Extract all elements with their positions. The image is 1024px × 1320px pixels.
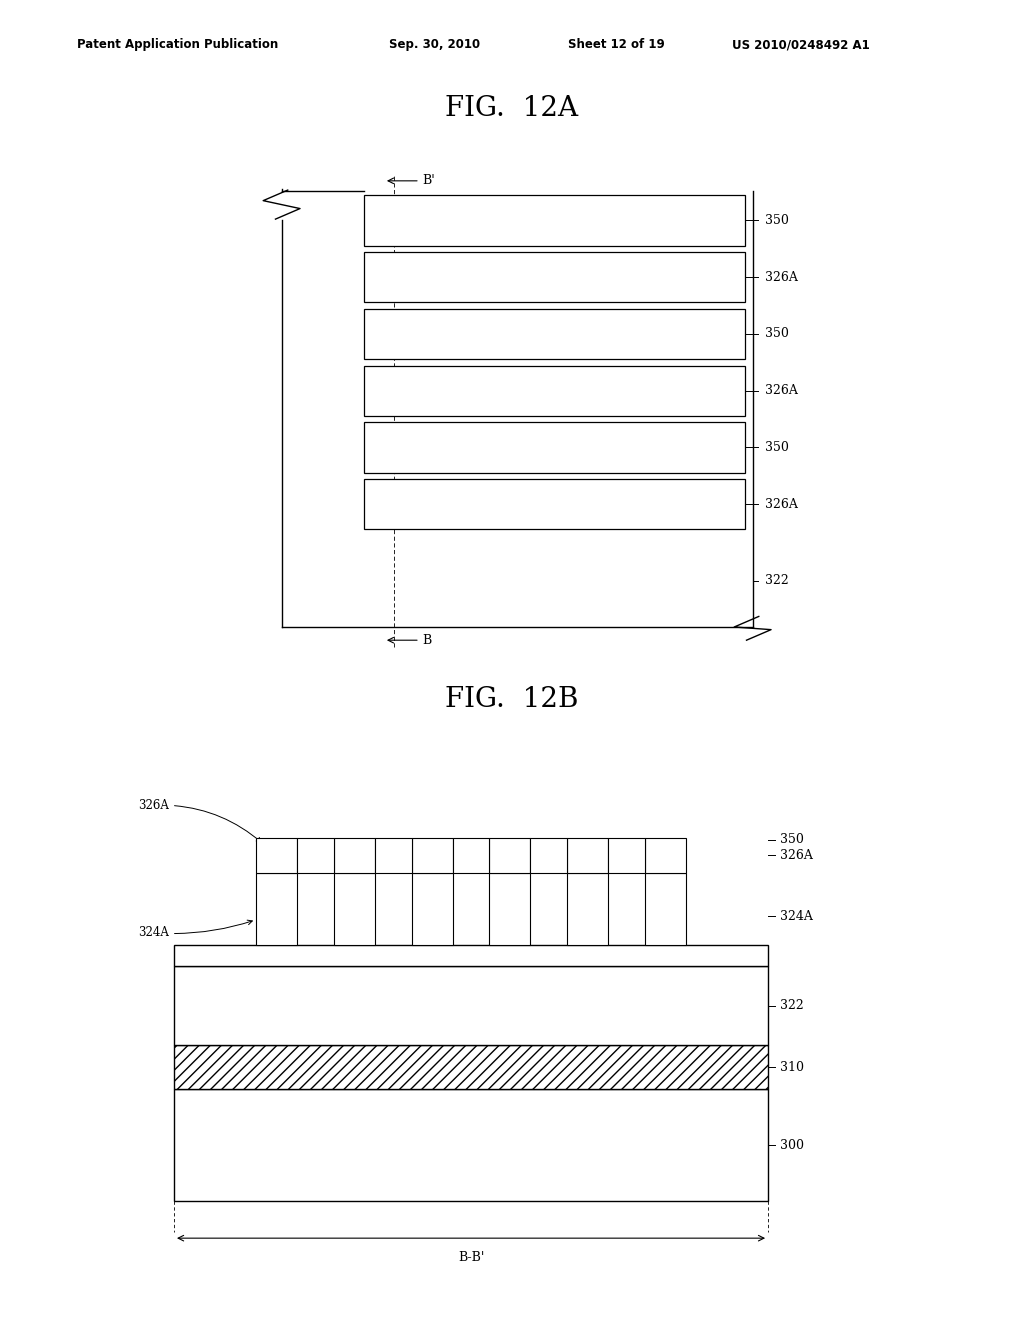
Text: 324A: 324A	[138, 920, 252, 940]
Text: Sheet 12 of 19: Sheet 12 of 19	[568, 38, 665, 51]
Bar	[645, 838, 686, 873]
Bar	[364, 309, 745, 359]
Text: Sep. 30, 2010: Sep. 30, 2010	[389, 38, 480, 51]
Bar	[364, 422, 745, 473]
Text: FIG.  12B: FIG. 12B	[445, 686, 579, 713]
Bar	[608, 838, 645, 873]
Text: B': B'	[422, 174, 434, 187]
Text: 326A: 326A	[765, 271, 798, 284]
Bar	[364, 252, 745, 302]
Text: 322: 322	[765, 574, 788, 587]
Bar	[174, 966, 768, 1045]
Text: 310: 310	[780, 1061, 804, 1073]
Bar	[489, 873, 530, 945]
Text: 326A: 326A	[780, 849, 813, 862]
Bar	[375, 838, 412, 873]
Bar	[567, 838, 608, 873]
Text: FIG.  12A: FIG. 12A	[445, 95, 579, 121]
Text: 300: 300	[780, 1139, 804, 1151]
Bar	[489, 838, 530, 873]
Bar	[364, 195, 745, 246]
Bar	[530, 838, 567, 873]
Bar	[174, 1045, 768, 1089]
Bar	[174, 945, 768, 966]
Text: B-B': B-B'	[458, 1251, 484, 1265]
Text: B: B	[422, 634, 431, 647]
Bar	[567, 873, 608, 945]
Bar	[412, 838, 453, 873]
Bar	[256, 873, 297, 945]
Text: 326A: 326A	[765, 384, 798, 397]
Bar	[645, 873, 686, 945]
Bar	[364, 479, 745, 529]
Bar	[453, 838, 489, 873]
Bar	[364, 366, 745, 416]
Text: 350: 350	[765, 214, 788, 227]
Bar	[256, 838, 297, 873]
Text: US 2010/0248492 A1: US 2010/0248492 A1	[732, 38, 870, 51]
Bar	[334, 838, 375, 873]
Text: 350: 350	[780, 833, 804, 846]
Text: 326A: 326A	[765, 498, 798, 511]
Text: 326A: 326A	[138, 799, 261, 842]
Bar	[174, 1089, 768, 1201]
Text: 324A: 324A	[780, 909, 813, 923]
Text: Patent Application Publication: Patent Application Publication	[77, 38, 279, 51]
Text: 322: 322	[780, 999, 804, 1012]
Text: 350: 350	[765, 327, 788, 341]
Bar	[334, 873, 375, 945]
Bar	[412, 873, 453, 945]
Bar	[297, 838, 334, 873]
Text: 350: 350	[765, 441, 788, 454]
